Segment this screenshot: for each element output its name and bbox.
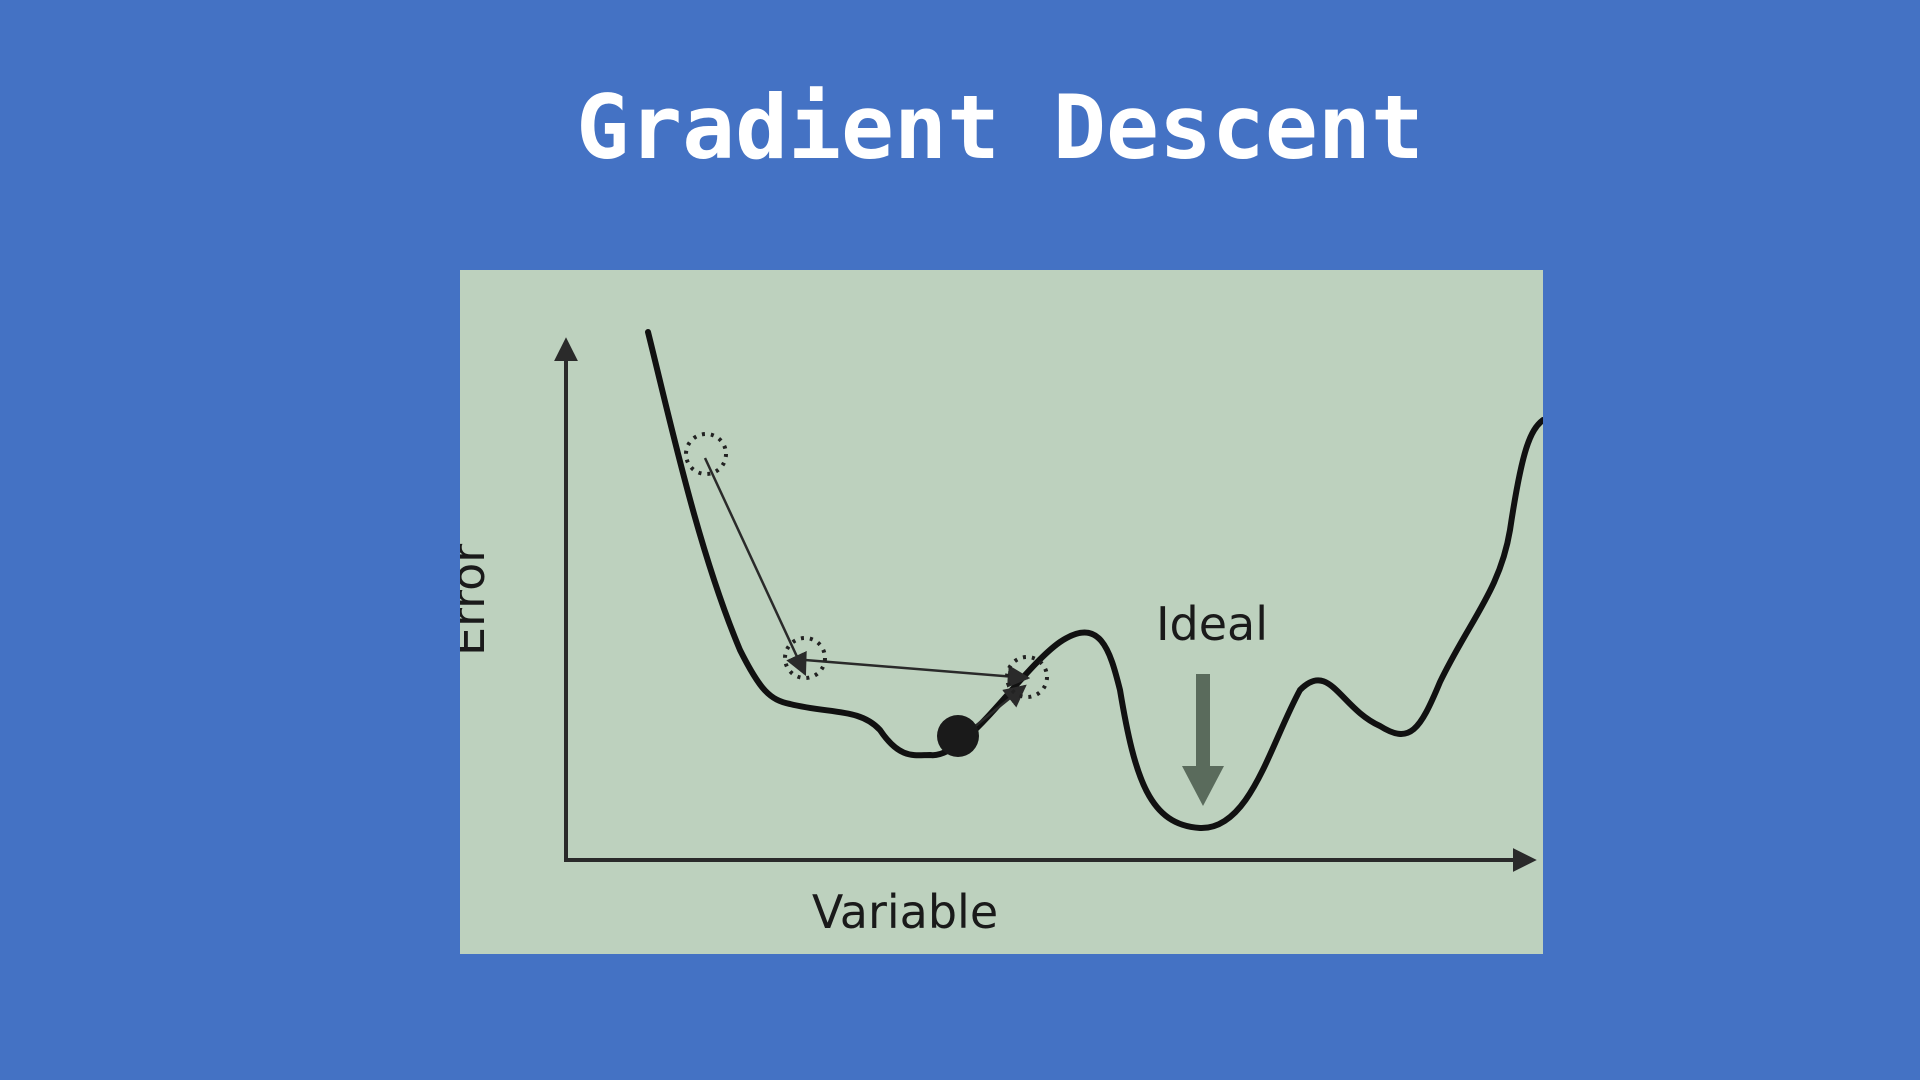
- step-position-1: [684, 432, 728, 476]
- slide-title: Gradient Descent: [576, 76, 1424, 179]
- ideal-arrow-head: [1182, 766, 1224, 806]
- step-position-2: [783, 636, 827, 680]
- ideal-arrow-shaft: [1196, 674, 1210, 766]
- step-arrow-1: [703, 457, 807, 677]
- diagram-canvas: Error Variable Ideal: [460, 329, 1543, 939]
- gradient-descent-diagram: Error Variable Ideal: [460, 270, 1543, 954]
- step-position-3: [1005, 655, 1049, 699]
- x-axis-label: Variable: [812, 885, 998, 939]
- ideal-label: Ideal: [1156, 597, 1268, 651]
- ball-local-minimum: [937, 715, 979, 757]
- error-curve: [645, 329, 1543, 832]
- step-arrow-2: [804, 658, 1031, 688]
- y-axis-label: Error: [460, 544, 495, 656]
